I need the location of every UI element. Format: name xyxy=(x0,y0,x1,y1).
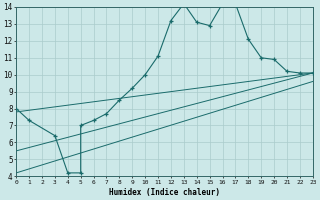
X-axis label: Humidex (Indice chaleur): Humidex (Indice chaleur) xyxy=(109,188,220,197)
